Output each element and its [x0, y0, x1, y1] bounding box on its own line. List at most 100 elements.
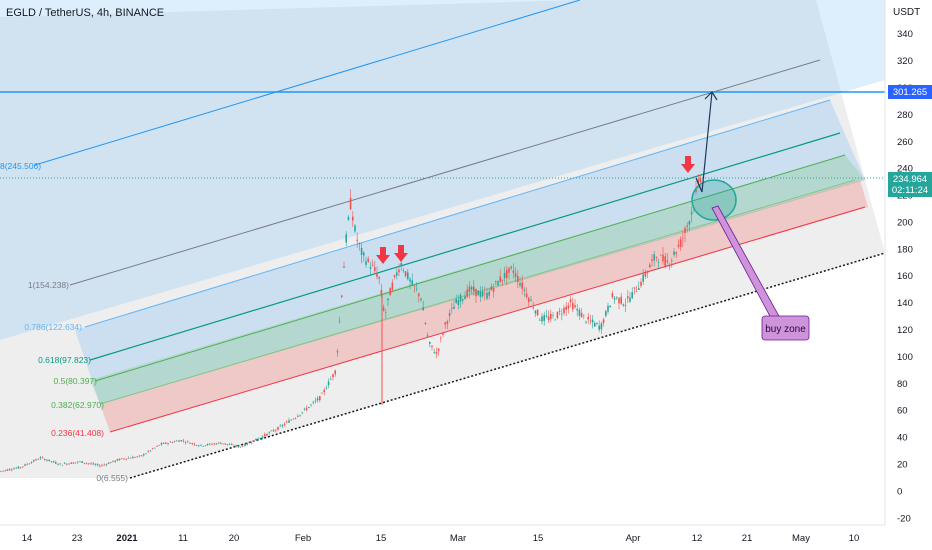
target-arrow-tick [695, 177, 703, 193]
candle-body [363, 252, 365, 256]
candle-body [15, 468, 17, 469]
candle-body [598, 325, 600, 330]
candle-body [8, 469, 11, 471]
fib-label-0786: 0.786(122.634) [24, 322, 82, 332]
buy-zone-callout[interactable] [761, 315, 810, 341]
candle-body [365, 261, 367, 265]
candle-body [299, 415, 301, 416]
candle-body [59, 463, 61, 465]
candle-body [165, 442, 167, 444]
candle-body [453, 306, 455, 309]
candle-body [217, 442, 220, 444]
candle-body [422, 307, 424, 311]
time-axis-bg [0, 525, 885, 550]
price-tick-label: 60 [897, 406, 908, 417]
candle-body [50, 461, 53, 462]
candle-body [316, 398, 319, 401]
candle-body [222, 443, 224, 445]
candle-body [171, 442, 174, 443]
candle-body [349, 197, 352, 210]
candle-body [96, 464, 99, 466]
candle-body [387, 298, 389, 301]
candle-body [517, 276, 519, 283]
candle-body [151, 448, 154, 450]
candle-body [270, 430, 273, 432]
candle-body [301, 412, 303, 413]
candle-body [158, 445, 160, 446]
candle-body [215, 443, 218, 445]
candle-body [167, 443, 169, 444]
candle-body [655, 257, 658, 258]
candle-body [396, 272, 398, 276]
price-tick-label: 280 [897, 110, 913, 121]
candle-body [594, 322, 596, 327]
badge-target-value: 301.265 [893, 87, 927, 98]
candle-body [629, 297, 631, 302]
candle-body [2, 470, 4, 472]
candle-body [572, 302, 574, 310]
candle-body [420, 298, 422, 300]
candle-body [475, 288, 477, 297]
candle-body [332, 374, 334, 378]
candle-body [385, 312, 387, 313]
candle-body [242, 446, 244, 447]
time-tick-label: 14 [22, 533, 33, 544]
fib-label-05: 0.5(80.397) [54, 376, 98, 386]
candle-body [462, 299, 464, 301]
candle-body [226, 444, 229, 445]
candle-body [642, 274, 644, 282]
candle-body [33, 460, 35, 462]
red-arrows [376, 156, 695, 264]
candle-body [514, 273, 517, 277]
candle-body [686, 225, 688, 227]
candle-body [19, 467, 22, 468]
candle-body [578, 309, 581, 316]
candle-body [470, 286, 473, 290]
candle-body [495, 280, 497, 282]
candle-body [319, 396, 321, 401]
candle-body [609, 305, 611, 308]
candle-body [646, 270, 649, 273]
candle-body [220, 443, 222, 444]
price-tick-label: 20 [897, 459, 908, 470]
candle-body [673, 251, 675, 255]
candle-body [297, 415, 299, 417]
candle-body [275, 429, 277, 431]
candle-body [600, 323, 603, 330]
candle-body [336, 351, 339, 353]
time-tick-label: Mar [450, 533, 466, 544]
candle-body [184, 442, 187, 443]
candle-body [404, 271, 407, 276]
candle-body [310, 404, 312, 406]
buy-zone-circle[interactable] [691, 179, 737, 221]
candle-body [48, 459, 50, 462]
candle-body [679, 239, 682, 248]
candle-body [266, 433, 268, 436]
candle-body [110, 462, 112, 464]
candle-body [585, 321, 587, 323]
candle-body [140, 455, 143, 457]
price-tick-label: -20 [897, 513, 911, 524]
candle-body [649, 264, 651, 268]
channel-band-green [90, 155, 865, 404]
candle-body [235, 445, 237, 447]
candle-body [352, 216, 354, 221]
candle-body [248, 442, 251, 444]
candle-body [286, 421, 288, 423]
candle-body [550, 313, 552, 319]
time-axis[interactable]: 14 23 2021 11 20 Feb 15 Mar 15 Apr 12 21 May 10 [22, 533, 860, 544]
channel-band-outer [0, 0, 885, 478]
candle-body [178, 440, 180, 442]
candle-body [371, 265, 374, 266]
candle-body [440, 337, 442, 339]
candle-body [182, 440, 185, 442]
price-series [0, 174, 702, 473]
candle-body [118, 458, 121, 461]
candle-body [664, 256, 666, 267]
candle-body [569, 299, 572, 303]
candle-body [468, 286, 471, 293]
candle-body [407, 272, 409, 280]
price-tick-label: 320 [897, 56, 913, 67]
candle-body [620, 296, 622, 304]
